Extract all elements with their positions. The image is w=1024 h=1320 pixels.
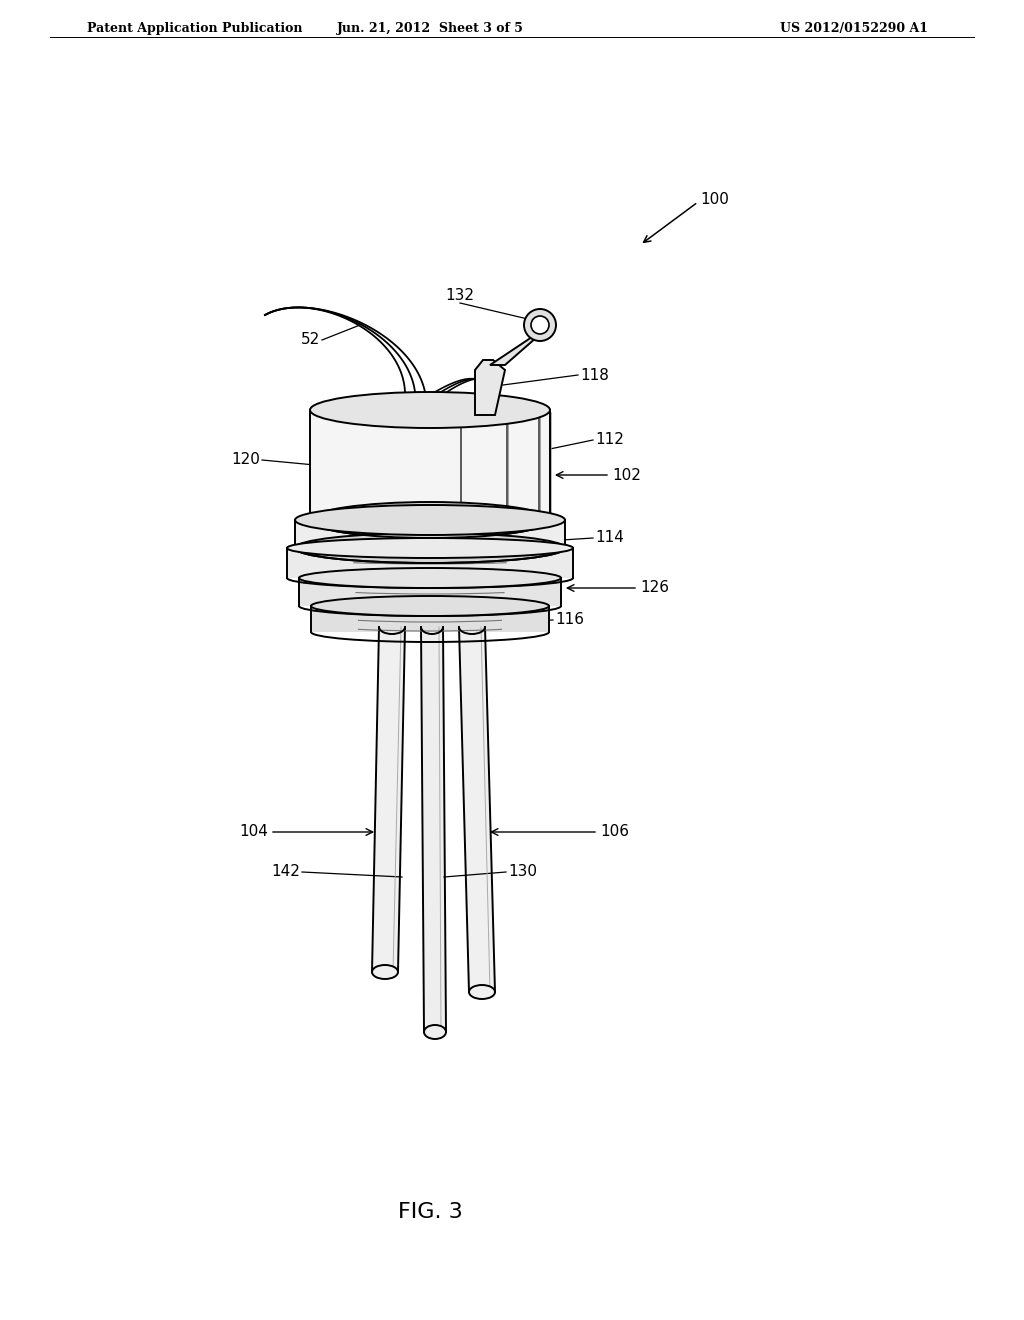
Text: US 2012/0152290 A1: US 2012/0152290 A1 — [780, 22, 928, 36]
Text: 106: 106 — [600, 825, 629, 840]
Ellipse shape — [424, 1026, 446, 1039]
Polygon shape — [310, 411, 550, 520]
Polygon shape — [311, 606, 549, 632]
Text: Jun. 21, 2012  Sheet 3 of 5: Jun. 21, 2012 Sheet 3 of 5 — [337, 22, 523, 36]
Text: 132: 132 — [445, 288, 474, 302]
Polygon shape — [490, 330, 545, 366]
Polygon shape — [459, 627, 495, 993]
Text: 118: 118 — [580, 367, 609, 383]
Polygon shape — [372, 627, 406, 972]
Polygon shape — [475, 360, 505, 414]
Ellipse shape — [524, 309, 556, 341]
Ellipse shape — [310, 502, 550, 539]
Text: Patent Application Publication: Patent Application Publication — [87, 22, 302, 36]
Text: 130: 130 — [508, 865, 537, 879]
Text: 100: 100 — [700, 193, 729, 207]
Text: 114: 114 — [595, 531, 624, 545]
Text: FIG. 3: FIG. 3 — [397, 1203, 463, 1222]
Text: 126: 126 — [640, 581, 669, 595]
Ellipse shape — [299, 568, 561, 587]
Text: 116: 116 — [555, 612, 584, 627]
Text: 120: 120 — [231, 453, 260, 467]
Ellipse shape — [287, 539, 573, 558]
Ellipse shape — [310, 392, 550, 428]
Polygon shape — [421, 627, 446, 1032]
Text: 112: 112 — [595, 433, 624, 447]
Ellipse shape — [311, 597, 549, 616]
Polygon shape — [295, 520, 565, 548]
Text: 104: 104 — [240, 825, 268, 840]
Text: 102: 102 — [612, 467, 641, 483]
Text: 52: 52 — [300, 333, 319, 347]
Ellipse shape — [372, 965, 398, 979]
Ellipse shape — [295, 533, 565, 564]
Ellipse shape — [295, 506, 565, 535]
Polygon shape — [287, 548, 573, 578]
Ellipse shape — [469, 985, 495, 999]
Polygon shape — [299, 578, 561, 606]
Ellipse shape — [531, 315, 549, 334]
Text: 142: 142 — [271, 865, 300, 879]
